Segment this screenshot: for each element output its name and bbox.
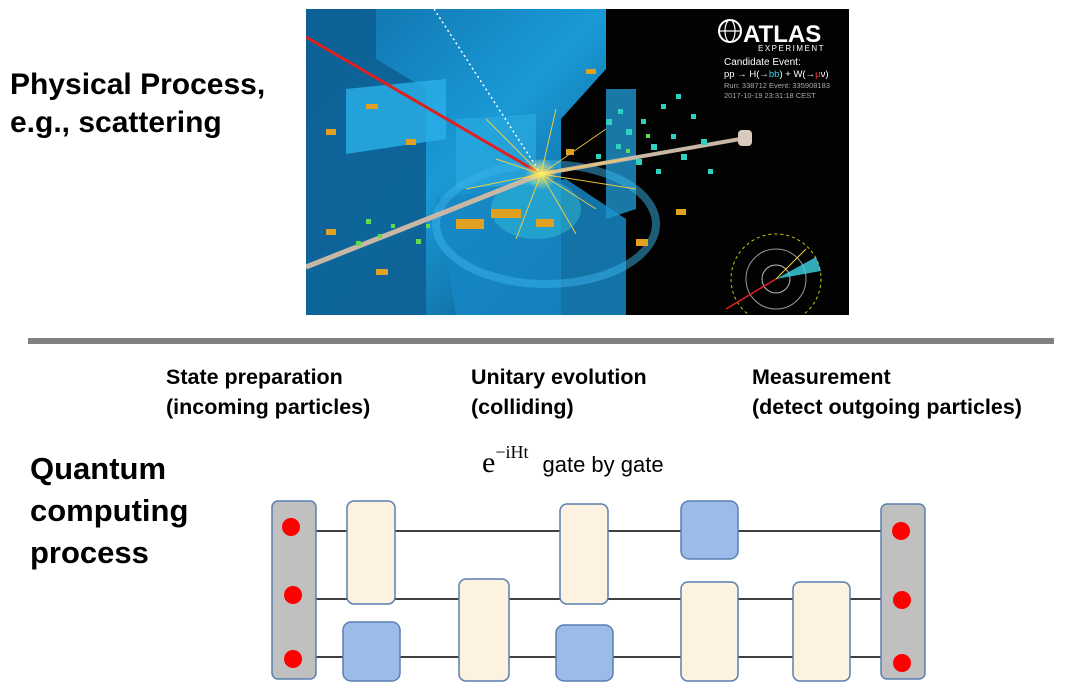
atlas-logo <box>718 19 742 43</box>
detector-slab-4 <box>606 89 636 219</box>
muon-track <box>306 35 542 176</box>
beam-pipe-left <box>306 171 542 270</box>
calorimeter-cone <box>491 179 581 239</box>
stage-unitary-evolution-line2: (colliding) <box>471 395 574 419</box>
hit-cluster-upper-right <box>596 94 713 174</box>
quantum-heading-line1: Quantum <box>30 451 167 486</box>
gate-two-qubit-1 <box>346 500 396 605</box>
formula-base: e <box>482 446 496 479</box>
detector-slab-2 <box>456 114 536 189</box>
input-qubit-2 <box>284 586 302 604</box>
quantum-circuit <box>271 500 926 682</box>
stage-state-preparation: State preparation (incoming particles) <box>166 362 370 422</box>
formula-exponent: −iHt <box>495 442 529 462</box>
output-qubit-2 <box>893 591 911 609</box>
atlas-logo-text: ATLAS <box>743 21 821 48</box>
gate-single-qubit-1 <box>342 621 401 682</box>
physical-process-line2: e.g., scattering <box>10 106 222 139</box>
input-qubit-3 <box>284 650 302 668</box>
gate-two-qubit-2 <box>458 578 510 682</box>
formula-text: gate by gate <box>542 452 664 477</box>
run-label: Run: 338712 Event: 335908183 <box>724 81 830 90</box>
stage-unitary-evolution: Unitary evolution (colliding) <box>471 362 647 422</box>
stage-unitary-evolution-line1: Unitary evolution <box>471 365 647 389</box>
gate-single-qubit-2 <box>555 624 614 682</box>
candidate-event-label: Candidate Event: <box>724 57 801 68</box>
gate-two-qubit-5 <box>792 581 851 682</box>
atlas-event-display: ATLAS EXPERIMENT Candidate Event: pp → H… <box>306 9 849 315</box>
stage-measurement-line2: (detect outgoing particles) <box>752 395 1022 419</box>
output-qubit-3 <box>893 654 911 672</box>
beam-end-cap <box>738 130 752 146</box>
stage-state-preparation-line1: State preparation <box>166 365 343 389</box>
input-qubit-1 <box>282 518 300 536</box>
evolution-formula: e−iHt gate by gate <box>482 442 664 481</box>
gate-two-qubit-3 <box>559 503 609 605</box>
physical-process-heading: Physical Process, e.g., scattering <box>10 66 265 142</box>
section-divider <box>28 338 1054 344</box>
date-label: 2017-10-19 23:31:18 CEST <box>724 91 816 100</box>
inset-event-view <box>725 233 822 315</box>
detector-slab-1 <box>346 79 446 154</box>
stage-measurement-line1: Measurement <box>752 365 891 389</box>
quantum-heading-line3: process <box>30 535 149 570</box>
stage-measurement: Measurement (detect outgoing particles) <box>752 362 1022 422</box>
gate-single-qubit-3 <box>680 500 739 560</box>
quantum-heading-line2: computing <box>30 493 189 528</box>
quantum-computing-heading: Quantum computing process <box>30 448 188 574</box>
collision-vertex <box>525 158 557 190</box>
process-label: pp → H(→bb) + W(→μν) <box>724 69 828 80</box>
energy-deposits <box>326 69 686 275</box>
physical-process-line1: Physical Process, <box>10 68 266 101</box>
hit-cluster-green <box>356 134 650 246</box>
gate-two-qubit-4 <box>680 581 739 682</box>
atlas-logo-subtext: EXPERIMENT <box>758 44 825 53</box>
output-qubit-1 <box>892 522 910 540</box>
stage-state-preparation-line2: (incoming particles) <box>166 395 371 419</box>
